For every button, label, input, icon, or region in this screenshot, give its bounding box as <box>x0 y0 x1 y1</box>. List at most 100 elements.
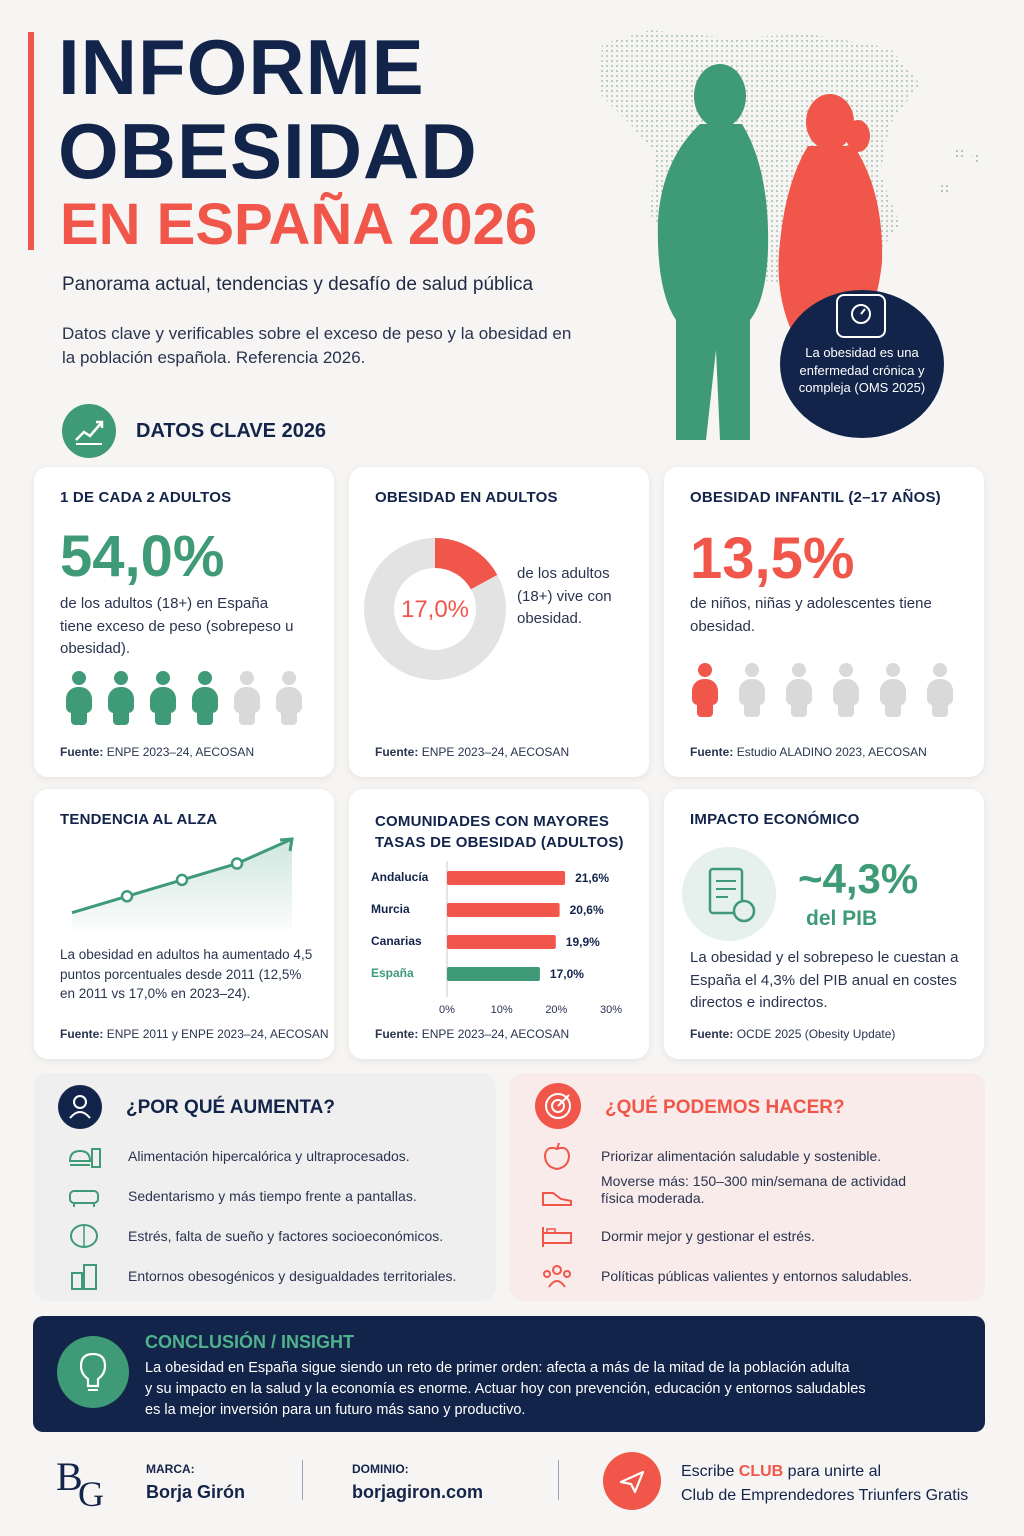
list-item: Moverse más: 150–300 min/semana de activ… <box>539 1173 906 1211</box>
card-title: OBESIDAD EN ADULTOS <box>375 489 558 506</box>
person-icon <box>192 671 218 725</box>
card-source: Fuente: ENPE 2023–24, AECOSAN <box>60 745 255 759</box>
scale-icon <box>836 294 886 338</box>
donut-segment <box>364 538 506 680</box>
list-item: Dormir mejor y gestionar el estrés. <box>539 1221 815 1251</box>
domain-label: DOMINIO: <box>352 1462 409 1476</box>
stat-description: La obesidad y el sobrepeso le cuestan a … <box>690 949 959 1011</box>
people-icons-children <box>692 663 953 717</box>
bar-category-label: Murcia <box>371 902 410 916</box>
regions-bar-chart: Andalucía 21,6% Murcia 20,6% Canarias 19,9% Es… <box>371 861 622 1016</box>
cta-text: Escribe CLUB para unirte al Club de Empr… <box>681 1463 969 1504</box>
brain-icon <box>66 1221 102 1251</box>
page-title-line2: OBESIDAD <box>58 107 478 195</box>
trend-description: La obesidad en adultos ha aumentado 4,5 … <box>60 947 313 1002</box>
domain-link[interactable]: borjagiron.com <box>352 1482 484 1502</box>
card-source: Fuente: Estudio ALADINO 2023, AECOSAN <box>690 745 927 759</box>
stat-unit: del PIB <box>806 907 878 930</box>
bar-category-label: Andalucía <box>371 870 429 884</box>
target-icon <box>535 1083 581 1129</box>
sofa-icon <box>66 1181 102 1211</box>
person-icon <box>880 663 906 717</box>
conclusion-title: CONCLUSIÓN / INSIGHT <box>145 1332 355 1352</box>
trend-point <box>175 873 189 887</box>
svg-text:B: B <box>56 1454 83 1499</box>
page-title-line3: EN ESPAÑA 2026 <box>60 192 538 257</box>
bar-category-label: Canarias <box>371 934 422 948</box>
receipt-icon <box>682 847 776 941</box>
section-title: DATOS CLAVE 2026 <box>136 420 327 442</box>
trend-arrow <box>279 837 294 852</box>
brand-logo: B G <box>52 1448 112 1514</box>
person-icon <box>786 663 812 717</box>
card-regions: COMUNIDADES CON MAYORES TASAS DE OBESIDA… <box>349 789 649 1059</box>
svg-text:G: G <box>78 1474 104 1512</box>
man-silhouette-icon <box>657 64 769 440</box>
why-title: ¿POR QUÉ AUMENTA? <box>126 1097 335 1118</box>
why-panel: ¿POR QUÉ AUMENTA? Alimentación hipercaló… <box>34 1073 496 1301</box>
card-title: 1 DE CADA 2 ADULTOS <box>60 489 232 506</box>
what-panel: ¿QUÉ PODEMOS HACER? Priorizar alimentaci… <box>509 1073 985 1301</box>
brand-label: MARCA: <box>146 1462 195 1476</box>
bar-value-label: 19,9% <box>566 935 600 949</box>
list-item: Priorizar alimentación saludable y soste… <box>539 1141 881 1171</box>
donut-value-label: 17,0% <box>401 596 469 623</box>
stat-description: de niños, niñas y adolescentes tiene obe… <box>690 595 932 635</box>
bar-tick-label: 0% <box>439 1004 455 1016</box>
send-icon[interactable] <box>603 1452 661 1510</box>
bar-value-label: 17,0% <box>550 967 584 981</box>
bar-category-label: España <box>371 966 414 980</box>
buildings-icon <box>66 1261 102 1291</box>
person-icon <box>833 663 859 717</box>
bar-value-label: 20,6% <box>570 903 604 917</box>
apple-icon <box>539 1141 575 1171</box>
card-child-obesity: OBESIDAD INFANTIL (2–17 AÑOS) 13,5% de n… <box>664 467 984 777</box>
list-item: Sedentarismo y más tiempo frente a panta… <box>66 1181 417 1211</box>
person-icon <box>739 663 765 717</box>
bar-value-label: 21,6% <box>575 871 609 885</box>
person-icon <box>108 671 134 725</box>
bar <box>447 871 566 885</box>
person-icon <box>234 671 260 725</box>
person-icon <box>66 671 92 725</box>
community-icon <box>539 1261 575 1291</box>
card-title: TENDENCIA AL ALZA <box>60 811 218 828</box>
list-item: Entornos obesogénicos y desigualdades te… <box>66 1261 456 1291</box>
card-title: COMUNIDADES CON MAYORES TASAS DE OBESIDA… <box>375 813 624 851</box>
what-title: ¿QUÉ PODEMOS HACER? <box>605 1097 845 1118</box>
card-source: Fuente: ENPE 2011 y ENPE 2023–24, AECOSA… <box>60 1027 329 1041</box>
who-badge: La obesidad es una enfermedad crónica y … <box>780 290 944 438</box>
trend-point <box>120 890 134 903</box>
person-icon <box>58 1085 102 1129</box>
people-icons-adults <box>66 671 302 725</box>
brand-value: Borja Girón <box>146 1482 246 1502</box>
stat-description: de los adultos (18+) vive con obesidad. <box>517 565 612 627</box>
bar <box>447 935 556 949</box>
card-adult-obesity: OBESIDAD EN ADULTOS 17,0% de los adultos… <box>349 467 649 777</box>
donut-chart: 17,0% <box>364 538 506 680</box>
trend-line-chart <box>71 837 294 929</box>
stat-value: ~4,3% <box>798 855 919 902</box>
conclusion-text: La obesidad en España sigue siendo un re… <box>145 1360 866 1419</box>
footer-divider <box>558 1460 559 1500</box>
list-item: Alimentación hipercalórica y ultraproces… <box>66 1141 410 1171</box>
fast-food-icon <box>66 1141 102 1171</box>
card-trend: TENDENCIA AL ALZA La obesidad en adultos… <box>34 789 334 1059</box>
badge-text: La obesidad es una enfermedad crónica y … <box>798 345 926 396</box>
trend-point <box>230 857 244 870</box>
card-adults-ratio: 1 DE CADA 2 ADULTOS 54,0% de los adultos… <box>34 467 334 777</box>
list-item: Estrés, falta de sueño y factores socioe… <box>66 1221 443 1251</box>
person-icon <box>692 663 718 717</box>
footer-divider <box>302 1460 303 1500</box>
conclusion-banner: CONCLUSIÓN / INSIGHT La obesidad en Espa… <box>33 1316 985 1432</box>
accent-bar <box>28 32 34 250</box>
card-title: IMPACTO ECONÓMICO <box>690 811 860 828</box>
card-economic: IMPACTO ECONÓMICO ~4,3% del PIB La obesi… <box>664 789 984 1059</box>
page-intro: Datos clave y verificables sobre el exce… <box>62 324 572 368</box>
person-icon <box>927 663 953 717</box>
stat-value: 54,0% <box>60 524 225 589</box>
sneaker-icon <box>539 1181 575 1211</box>
person-icon <box>276 671 302 725</box>
stat-value: 13,5% <box>690 526 855 591</box>
bar-tick-label: 10% <box>491 1004 513 1016</box>
